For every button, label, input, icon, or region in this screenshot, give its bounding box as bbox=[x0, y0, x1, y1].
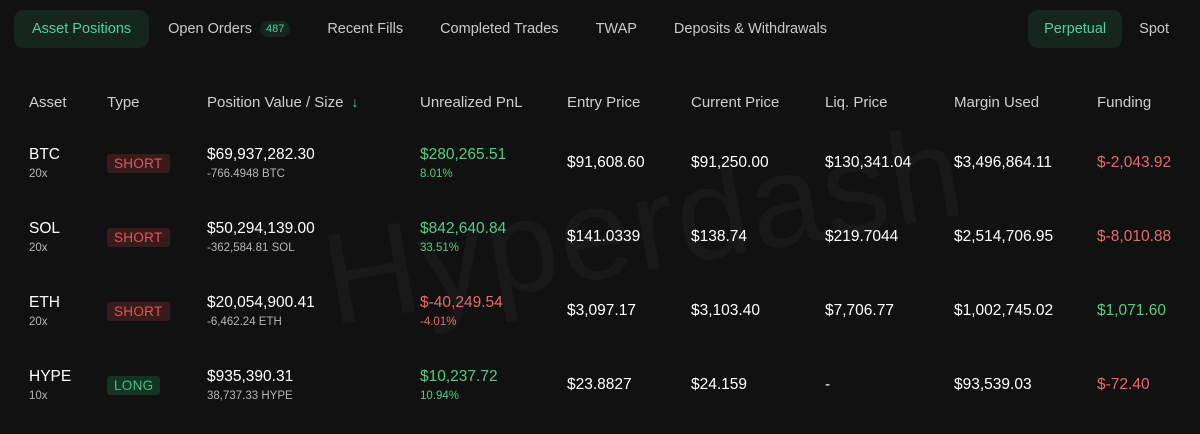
tab-deposits-withdrawals[interactable]: Deposits & Withdrawals bbox=[656, 10, 845, 48]
tab-recent-fills[interactable]: Recent Fills bbox=[309, 10, 421, 48]
position-size: -6,462.24 ETH bbox=[207, 316, 282, 328]
table-row[interactable]: SOL 20x SHORT $50,294,139.00 -362,584.81 S… bbox=[0, 200, 1200, 274]
unrealized-pnl-percent: 33.51% bbox=[420, 242, 460, 254]
funding: $1,071.60 bbox=[1097, 302, 1166, 319]
unrealized-pnl-percent: 10.94% bbox=[420, 390, 460, 402]
col-header-liq-price[interactable]: Liq. Price bbox=[825, 93, 888, 111]
asset-leverage: 10x bbox=[29, 390, 48, 402]
current-price: $3,103.40 bbox=[691, 302, 760, 319]
tab-perpetual[interactable]: Perpetual bbox=[1028, 10, 1123, 48]
tab-label: Spot bbox=[1139, 21, 1169, 37]
position-size: 38,737.33 HYPE bbox=[207, 390, 293, 402]
col-header-unrealized-pnl[interactable]: Unrealized PnL bbox=[420, 93, 523, 111]
asset-leverage: 20x bbox=[29, 242, 48, 254]
liquidation-price: - bbox=[825, 376, 831, 393]
col-header-type[interactable]: Type bbox=[107, 93, 140, 111]
table-row[interactable]: ETH 20x SHORT $20,054,900.41 -6,462.24 ETH… bbox=[0, 274, 1200, 348]
tab-label: TWAP bbox=[595, 21, 637, 37]
margin-used: $2,514,706.95 bbox=[954, 228, 1054, 245]
funding: $-8,010.88 bbox=[1097, 228, 1172, 245]
col-header-asset[interactable]: Asset bbox=[29, 93, 67, 111]
tab-twap[interactable]: TWAP bbox=[578, 10, 655, 48]
tab-label: Open Orders bbox=[168, 21, 252, 37]
unrealized-pnl-percent: -4.01% bbox=[420, 316, 457, 328]
position-side-badge: SHORT bbox=[107, 301, 170, 321]
positions-tab-bar: Asset Positions Open Orders 487 Recent Fi… bbox=[14, 10, 1200, 48]
current-price: $138.74 bbox=[691, 228, 748, 245]
asset-leverage: 20x bbox=[29, 168, 48, 180]
col-header-position-value[interactable]: Position Value / Size ↓ bbox=[207, 78, 420, 126]
col-header-label: Position Value / Size bbox=[207, 93, 344, 111]
position-value: $69,937,282.30 bbox=[207, 146, 315, 163]
open-orders-count-badge: 487 bbox=[259, 21, 291, 37]
unrealized-pnl: $280,265.51 bbox=[420, 146, 507, 163]
unrealized-pnl: $-40,249.54 bbox=[420, 294, 503, 311]
table-header-row: Asset Type Position Value / Size ↓ Unreal… bbox=[0, 78, 1200, 126]
position-size: -766.4948 BTC bbox=[207, 168, 285, 180]
arrow-down-icon: ↓ bbox=[351, 93, 359, 110]
col-header-funding[interactable]: Funding bbox=[1097, 93, 1152, 111]
col-header-margin-used[interactable]: Margin Used bbox=[954, 93, 1040, 111]
tab-spot[interactable]: Spot bbox=[1123, 10, 1185, 48]
unrealized-pnl-percent: 8.01% bbox=[420, 168, 453, 180]
tab-label: Recent Fills bbox=[327, 21, 404, 37]
asset-symbol[interactable]: SOL bbox=[29, 220, 61, 237]
position-value: $20,054,900.41 bbox=[207, 294, 315, 311]
position-size: -362,584.81 SOL bbox=[207, 242, 295, 254]
liquidation-price: $7,706.77 bbox=[825, 302, 894, 319]
asset-symbol[interactable]: HYPE bbox=[29, 368, 72, 385]
entry-price: $3,097.17 bbox=[567, 302, 636, 319]
tab-label: Deposits & Withdrawals bbox=[673, 21, 828, 37]
liquidation-price: $219.7044 bbox=[825, 228, 899, 245]
tab-asset-positions[interactable]: Asset Positions bbox=[14, 10, 150, 48]
table-row[interactable]: HYPE 10x LONG $935,390.31 38,737.33 HYPE $… bbox=[0, 348, 1200, 422]
col-header-current-price[interactable]: Current Price bbox=[691, 93, 780, 111]
tab-completed-trades[interactable]: Completed Trades bbox=[422, 10, 576, 48]
asset-symbol[interactable]: ETH bbox=[29, 294, 60, 311]
funding: $-72.40 bbox=[1097, 376, 1150, 393]
market-type-toggle: Perpetual Spot bbox=[1028, 10, 1186, 48]
entry-price: $91,608.60 bbox=[567, 154, 645, 171]
unrealized-pnl: $10,237.72 bbox=[420, 368, 498, 385]
margin-used: $3,496,864.11 bbox=[954, 154, 1052, 171]
positions-table: Asset Type Position Value / Size ↓ Unreal… bbox=[0, 78, 1200, 422]
position-value: $50,294,139.00 bbox=[207, 220, 315, 237]
liquidation-price: $130,341.04 bbox=[825, 154, 912, 171]
current-price: $24.159 bbox=[691, 376, 748, 393]
position-side-badge: SHORT bbox=[107, 227, 170, 247]
tab-label: Completed Trades bbox=[440, 21, 559, 37]
unrealized-pnl: $842,640.84 bbox=[420, 220, 507, 237]
tab-label: Asset Positions bbox=[32, 21, 132, 37]
tab-label: Perpetual bbox=[1044, 21, 1107, 37]
table-row[interactable]: BTC 20x SHORT $69,937,282.30 -766.4948 BTC… bbox=[0, 126, 1200, 200]
position-value: $935,390.31 bbox=[207, 368, 294, 385]
col-header-entry-price[interactable]: Entry Price bbox=[567, 93, 641, 111]
entry-price: $23.8827 bbox=[567, 376, 632, 393]
tab-open-orders[interactable]: Open Orders 487 bbox=[150, 10, 308, 48]
entry-price: $141.0339 bbox=[567, 228, 641, 245]
position-side-badge: LONG bbox=[107, 375, 161, 395]
margin-used: $93,539.03 bbox=[954, 376, 1032, 393]
funding: $-2,043.92 bbox=[1097, 154, 1172, 171]
current-price: $91,250.00 bbox=[691, 154, 769, 171]
margin-used: $1,002,745.02 bbox=[954, 302, 1054, 319]
position-side-badge: SHORT bbox=[107, 153, 170, 173]
asset-symbol[interactable]: BTC bbox=[29, 146, 60, 163]
asset-leverage: 20x bbox=[29, 316, 48, 328]
